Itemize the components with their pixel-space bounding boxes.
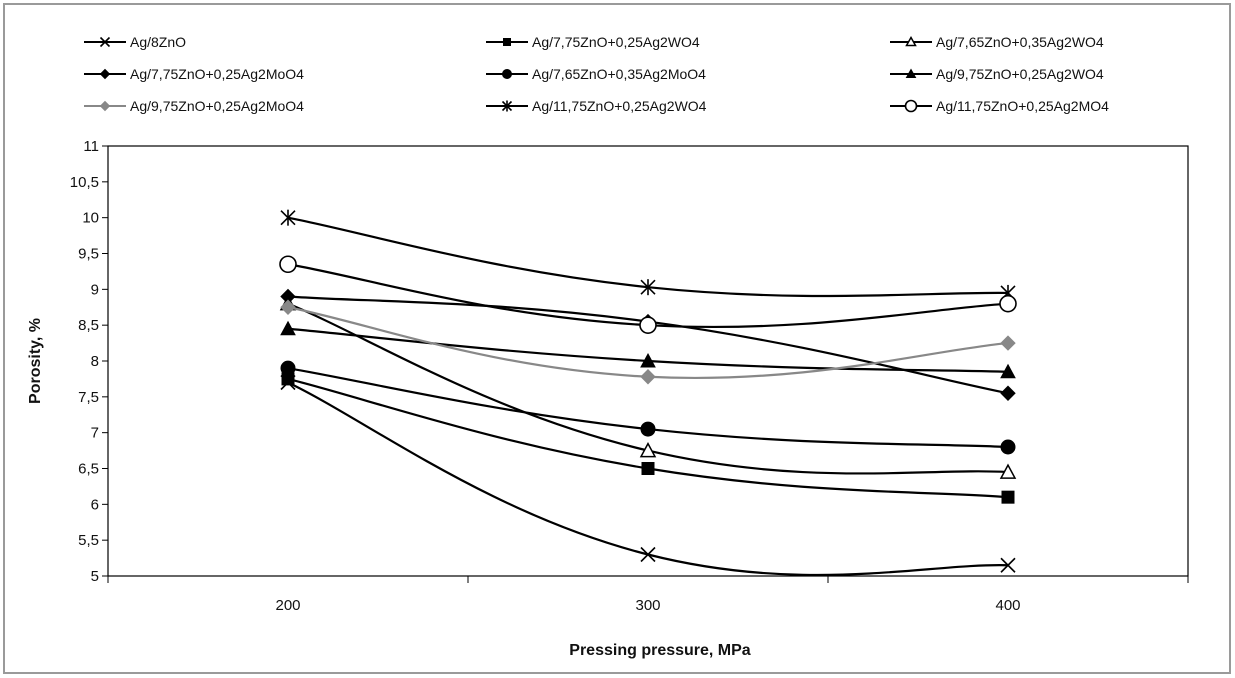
- series-8: [280, 209, 1016, 301]
- point-marker: [1000, 363, 1016, 379]
- legend: Ag/8ZnO Ag/7,75ZnO+0,25Ag2WO4 Ag/7,65ZnO+0…: [84, 34, 1109, 114]
- y-axis-title: Porosity, %: [27, 318, 44, 404]
- x-tick-label: 300: [635, 597, 660, 614]
- y-axis: 5 5,5 6 6,5 7 7,5 8 8,5 9 9,5 10 10,5 11: [70, 138, 108, 585]
- point-marker: [639, 442, 657, 458]
- series-7: [280, 299, 1016, 385]
- y-tick-label: 11: [83, 138, 99, 155]
- y-tick-label: 8,5: [78, 317, 99, 334]
- point-marker: [1000, 439, 1016, 455]
- point-marker: [905, 35, 917, 47]
- point-marker: [280, 299, 296, 315]
- point-marker: [99, 68, 111, 80]
- legend-label: Ag/8ZnO: [130, 34, 186, 50]
- legend-item: Ag/7,65ZnO+0,35Ag2MoO4: [486, 66, 706, 82]
- x-axis: 200 300 400: [107, 576, 1189, 614]
- point-marker: [999, 463, 1017, 479]
- y-tick-label: 9,5: [78, 246, 99, 263]
- x-tick-label: 400: [995, 597, 1020, 614]
- legend-item: Ag/7,75ZnO+0,25Ag2WO4: [486, 34, 700, 50]
- y-tick-label: 6: [91, 496, 99, 513]
- series-9: [279, 255, 1017, 334]
- point-marker: [501, 100, 513, 112]
- legend-label: Ag/9,75ZnO+0,25Ag2WO4: [936, 66, 1104, 82]
- point-marker: [999, 294, 1017, 313]
- point-marker: [905, 68, 917, 78]
- point-marker: [639, 316, 657, 334]
- legend-item: Ag/9,75ZnO+0,25Ag2WO4: [890, 66, 1104, 82]
- series-5: [280, 360, 1016, 455]
- point-marker: [99, 100, 111, 112]
- legend-item: Ag/7,65ZnO+0,35Ag2WO4: [890, 34, 1104, 50]
- point-marker: [640, 369, 656, 385]
- y-tick-label: 10,5: [70, 174, 99, 191]
- legend-item: Ag/11,75ZnO+0,25Ag2WO4: [486, 98, 707, 114]
- series-2: [281, 372, 1015, 504]
- y-tick-label: 8: [91, 353, 99, 370]
- legend-item: Ag/11,75ZnO+0,25Ag2MO4: [890, 98, 1109, 114]
- point-marker: [904, 99, 918, 113]
- point-marker: [502, 69, 512, 79]
- point-marker: [640, 279, 656, 296]
- x-axis-title: Pressing pressure, MPa: [569, 642, 751, 659]
- y-tick-label: 6,5: [78, 461, 99, 478]
- point-marker: [280, 360, 296, 376]
- point-marker: [641, 462, 655, 475]
- point-marker: [1001, 490, 1015, 504]
- y-tick-label: 7,5: [78, 389, 99, 406]
- series-1: [280, 374, 1016, 577]
- legend-item: Ag/9,75ZnO+0,25Ag2MoO4: [84, 98, 304, 114]
- y-tick-label: 10: [82, 210, 99, 227]
- legend-label: Ag/11,75ZnO+0,25Ag2MO4: [936, 98, 1109, 114]
- legend-label: Ag/11,75ZnO+0,25Ag2WO4: [532, 98, 707, 114]
- y-tick-label: 5,5: [78, 532, 99, 549]
- series-layer: [279, 209, 1017, 577]
- legend-label: Ag/7,65ZnO+0,35Ag2WO4: [936, 34, 1104, 50]
- legend-item: Ag/7,75ZnO+0,25Ag2MoO4: [84, 66, 304, 82]
- point-marker: [640, 421, 656, 437]
- point-marker: [640, 352, 656, 368]
- legend-label: Ag/9,75ZnO+0,25Ag2MoO4: [130, 98, 304, 114]
- y-tick-label: 9: [91, 281, 99, 298]
- point-marker: [99, 36, 111, 48]
- point-marker: [280, 209, 296, 226]
- legend-label: Ag/7,75ZnO+0,25Ag2MoO4: [130, 66, 304, 82]
- series-6: [280, 320, 1016, 379]
- point-marker: [1000, 335, 1016, 351]
- legend-label: Ag/7,65ZnO+0,35Ag2MoO4: [532, 66, 706, 82]
- point-marker: [1000, 385, 1016, 401]
- point-marker: [640, 546, 656, 563]
- legend-item: Ag/8ZnO: [84, 34, 186, 50]
- legend-label: Ag/7,75ZnO+0,25Ag2WO4: [532, 34, 700, 50]
- point-marker: [279, 255, 297, 274]
- y-tick-label: 7: [91, 425, 99, 442]
- chart-border: [3, 3, 1231, 674]
- y-tick-label: 5: [91, 568, 99, 585]
- x-tick-label: 200: [275, 597, 300, 614]
- point-marker: [1000, 557, 1016, 573]
- point-marker: [503, 38, 511, 46]
- point-marker: [280, 320, 296, 336]
